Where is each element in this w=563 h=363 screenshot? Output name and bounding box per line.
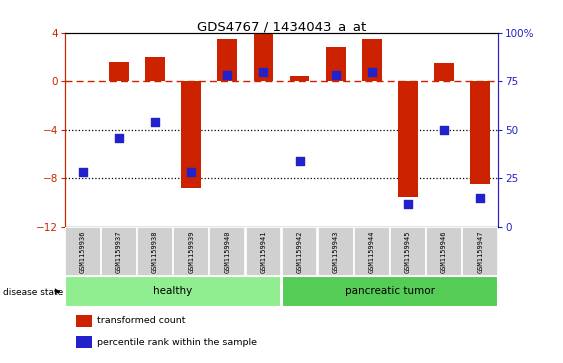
Text: pancreatic tumor: pancreatic tumor xyxy=(345,286,435,296)
Bar xyxy=(362,39,382,81)
Text: GSM1159947: GSM1159947 xyxy=(477,230,483,273)
Point xyxy=(331,73,340,78)
Bar xyxy=(470,81,490,184)
Text: GSM1159943: GSM1159943 xyxy=(333,230,339,273)
Point xyxy=(367,69,376,74)
Bar xyxy=(462,227,498,276)
Text: GSM1159944: GSM1159944 xyxy=(369,230,375,273)
Bar xyxy=(245,227,282,276)
Bar xyxy=(75,314,92,327)
Text: GSM1159946: GSM1159946 xyxy=(441,230,447,273)
Bar xyxy=(398,81,418,196)
Point xyxy=(150,119,159,125)
Bar xyxy=(75,336,92,348)
Bar xyxy=(173,227,209,276)
Text: GSM1159941: GSM1159941 xyxy=(261,230,266,273)
Bar xyxy=(253,34,274,81)
Bar xyxy=(326,47,346,81)
Text: GSM1159942: GSM1159942 xyxy=(297,230,302,273)
Text: percentile rank within the sample: percentile rank within the sample xyxy=(97,338,257,347)
Point xyxy=(404,201,413,207)
Point xyxy=(440,127,449,132)
Point xyxy=(223,73,232,78)
Bar xyxy=(282,276,498,307)
Bar xyxy=(282,227,318,276)
Point xyxy=(114,135,123,140)
Point xyxy=(78,170,87,175)
Text: GSM1159940: GSM1159940 xyxy=(224,230,230,273)
Bar xyxy=(426,227,462,276)
Bar xyxy=(137,227,173,276)
Bar xyxy=(354,227,390,276)
Text: GSM1159945: GSM1159945 xyxy=(405,230,411,273)
Bar xyxy=(65,227,101,276)
Bar xyxy=(65,276,282,307)
Text: healthy: healthy xyxy=(154,286,193,296)
Point xyxy=(295,158,304,164)
Point xyxy=(187,170,196,175)
Bar xyxy=(109,62,129,81)
Bar xyxy=(217,39,237,81)
Point xyxy=(259,69,268,74)
Bar xyxy=(390,227,426,276)
Text: GSM1159938: GSM1159938 xyxy=(152,230,158,273)
Bar xyxy=(289,76,310,81)
Text: GSM1159939: GSM1159939 xyxy=(188,230,194,273)
Text: GSM1159937: GSM1159937 xyxy=(116,230,122,273)
Bar xyxy=(434,63,454,81)
Bar xyxy=(209,227,245,276)
Bar xyxy=(101,227,137,276)
Bar xyxy=(181,81,201,188)
Bar xyxy=(145,57,165,81)
Text: transformed count: transformed count xyxy=(97,316,186,325)
Text: disease state: disease state xyxy=(3,288,63,297)
Bar xyxy=(318,227,354,276)
Text: GDS4767 / 1434043_a_at: GDS4767 / 1434043_a_at xyxy=(197,20,366,33)
Text: GSM1159936: GSM1159936 xyxy=(80,230,86,273)
Point xyxy=(476,195,485,201)
